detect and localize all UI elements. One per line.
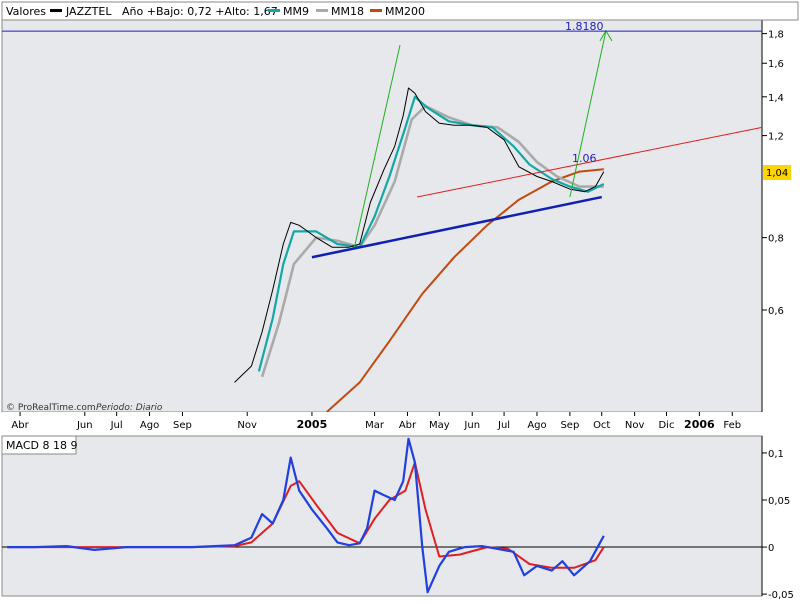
macd-label: MACD 8 18 9 [6, 439, 77, 452]
macd-plot-area [1, 435, 763, 597]
last-price-value: 1,04 [766, 168, 788, 179]
main-y-tick-label-2: 1,4 [768, 93, 784, 104]
trendline-support [311, 195, 602, 259]
legend-mm200: MM200 [385, 5, 425, 18]
macd-y-tick-label-1: 0,05 [768, 496, 790, 507]
main-y-tick-label-3: 1,2 [768, 132, 784, 143]
trendline-projection-2 [569, 30, 607, 198]
legend-bar [1, 1, 799, 21]
macd-line-macd [7, 437, 605, 594]
x-tick-label-14: Oct [593, 420, 610, 431]
legend-swatch-mm18 [316, 9, 328, 12]
x-tick-label-9: May [429, 420, 450, 431]
x-axis-labels: Abr Jun Jul Ago Sep Nov 2005 Mar Abr May Jun Jul Ago… [11, 412, 741, 431]
legend-mm9: MM9 [283, 5, 309, 18]
macd-line-signal [7, 461, 605, 569]
main-y-tick-label-5: 0,6 [768, 306, 784, 317]
watermark-period: Periodo: Diario [96, 403, 163, 413]
legend-mm18: MM18 [331, 5, 364, 18]
x-tick-label-15: Nov [625, 420, 645, 431]
x-tick-label-11: Jul [497, 420, 510, 431]
main-y-tick-label-1: 1,6 [768, 59, 784, 70]
x-tick-label-13: Sep [560, 420, 579, 431]
series-line-jazztel [234, 87, 605, 383]
x-tick-label-17: 2006 [684, 418, 715, 431]
legend-swatch-mm200 [370, 9, 382, 12]
x-tick-label-12: Ago [527, 420, 546, 431]
main-axis-strip [762, 20, 798, 412]
macd-y-tick-label-2: 0 [768, 543, 774, 554]
x-tick-label-0: Abr [11, 420, 29, 431]
legend-series-label: JAZZTEL [65, 5, 112, 18]
main-y-tick-label-4: 0,8 [768, 234, 784, 245]
macd-y-tick-label-3: -0,05 [768, 590, 794, 600]
series-line-mm18 [260, 104, 604, 378]
watermark-brand: © ProRealTime.com [6, 403, 96, 413]
main-series-layer [234, 87, 605, 413]
x-tick-label-18: Feb [723, 420, 741, 431]
x-tick-label-8: Abr [399, 420, 417, 431]
last-price-tag [763, 165, 791, 180]
trendline-layer [2, 29, 763, 259]
legend-swatch-mm9 [268, 9, 280, 12]
x-axis-strip [2, 412, 798, 434]
series-line-mm200 [326, 168, 604, 413]
main-y-tick-label-0: 1,8 [768, 30, 784, 41]
x-tick-label-3: Ago [140, 420, 159, 431]
x-tick-label-1: Jun [76, 420, 93, 431]
series-line-mm9 [257, 95, 605, 372]
x-tick-label-10: Jun [463, 420, 480, 431]
x-tick-label-16: Dic [658, 420, 674, 431]
target-value-label: 1.8180 [565, 20, 604, 33]
x-tick-label-4: Sep [173, 420, 192, 431]
x-tick-label-7: Mar [365, 420, 385, 431]
macd-axis-strip [762, 436, 798, 596]
trendline-resistance [416, 126, 763, 198]
legend-valores: Valores [6, 5, 46, 18]
x-tick-label-6: 2005 [297, 418, 328, 431]
macd-y-tick-label-0: 0,1 [768, 449, 784, 460]
main-y-axis-labels: 1,8 1,6 1,4 1,2 0,8 0,6 [762, 30, 784, 317]
x-tick-label-2: Jul [110, 420, 123, 431]
legend-swatch-price [50, 9, 62, 12]
main-plot-area [1, 19, 763, 413]
legend-range-label: Año +Bajo: 0,72 +Alto: 1,67 [122, 5, 278, 18]
x-tick-label-5: Nov [237, 420, 257, 431]
macd-series-layer [7, 437, 605, 594]
resistance-value-label: 1.06 [572, 152, 597, 165]
macd-label-box [1, 435, 77, 455]
trendline-projection-1 [353, 44, 401, 248]
